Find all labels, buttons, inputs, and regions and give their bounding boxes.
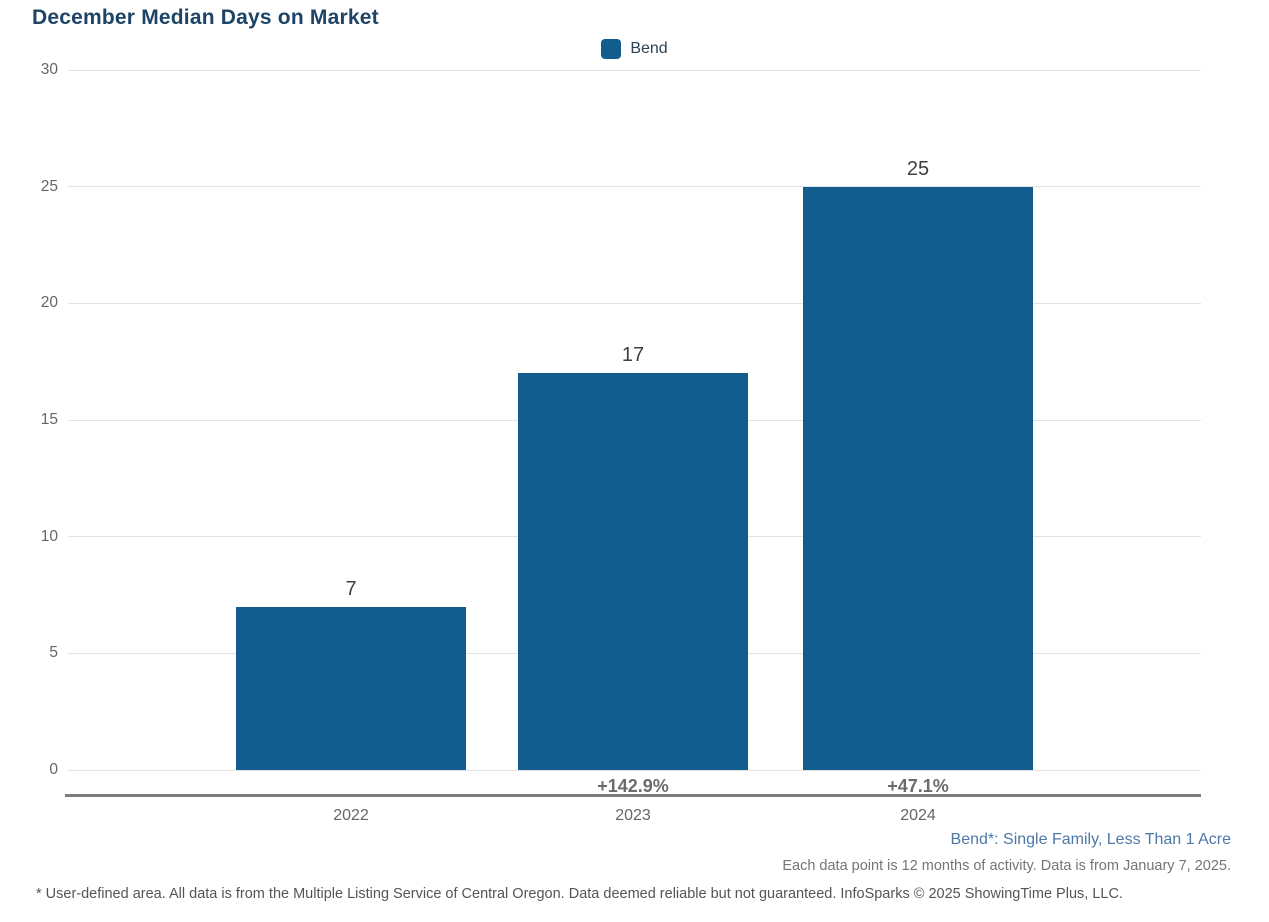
bar-2023[interactable] [518, 373, 748, 770]
y-axis-tick-5: 5 [49, 644, 58, 662]
x-axis-tick-2024: 2024 [900, 807, 936, 824]
footnote-disclaimer: * User-defined area. All data is from th… [36, 886, 1123, 902]
footnote-area-definition: Bend*: Single Family, Less Than 1 Acre [950, 831, 1231, 848]
gridline-y-25 [68, 186, 1201, 188]
y-axis-tick-25: 25 [40, 177, 58, 195]
bar-value-label-2024: 25 [906, 157, 930, 180]
y-axis-tick-30: 30 [40, 61, 58, 78]
gridline-y-20 [68, 302, 1201, 304]
footnote-data-period: Each data point is 12 months of activity… [782, 858, 1231, 874]
bar-2024[interactable] [803, 186, 1033, 770]
pct-change-label-2023: +142.9% [597, 776, 669, 796]
pct-change-label-2024: +47.1% [887, 776, 949, 796]
y-axis-tick-15: 15 [40, 411, 58, 428]
legend-item-bend[interactable]: Bend [630, 40, 668, 57]
legend: Bend [68, 38, 1201, 60]
y-axis-tick-20: 20 [40, 294, 58, 312]
gridline-y-30 [68, 69, 1201, 71]
x-axis-line [65, 794, 1201, 797]
gridline-y-0 [68, 769, 1201, 771]
bar-value-label-2022: 7 [345, 577, 357, 600]
chart-title: December Median Days on Market [32, 6, 379, 29]
x-axis-tick-2022: 2022 [333, 807, 369, 824]
y-axis-tick-0: 0 [49, 761, 58, 778]
x-axis-tick-2023: 2023 [615, 807, 651, 824]
y-axis-tick-10: 10 [40, 527, 58, 545]
bar-2022[interactable] [236, 606, 466, 770]
legend-swatch-icon[interactable] [601, 39, 622, 59]
bar-value-label-2023: 17 [621, 344, 645, 367]
